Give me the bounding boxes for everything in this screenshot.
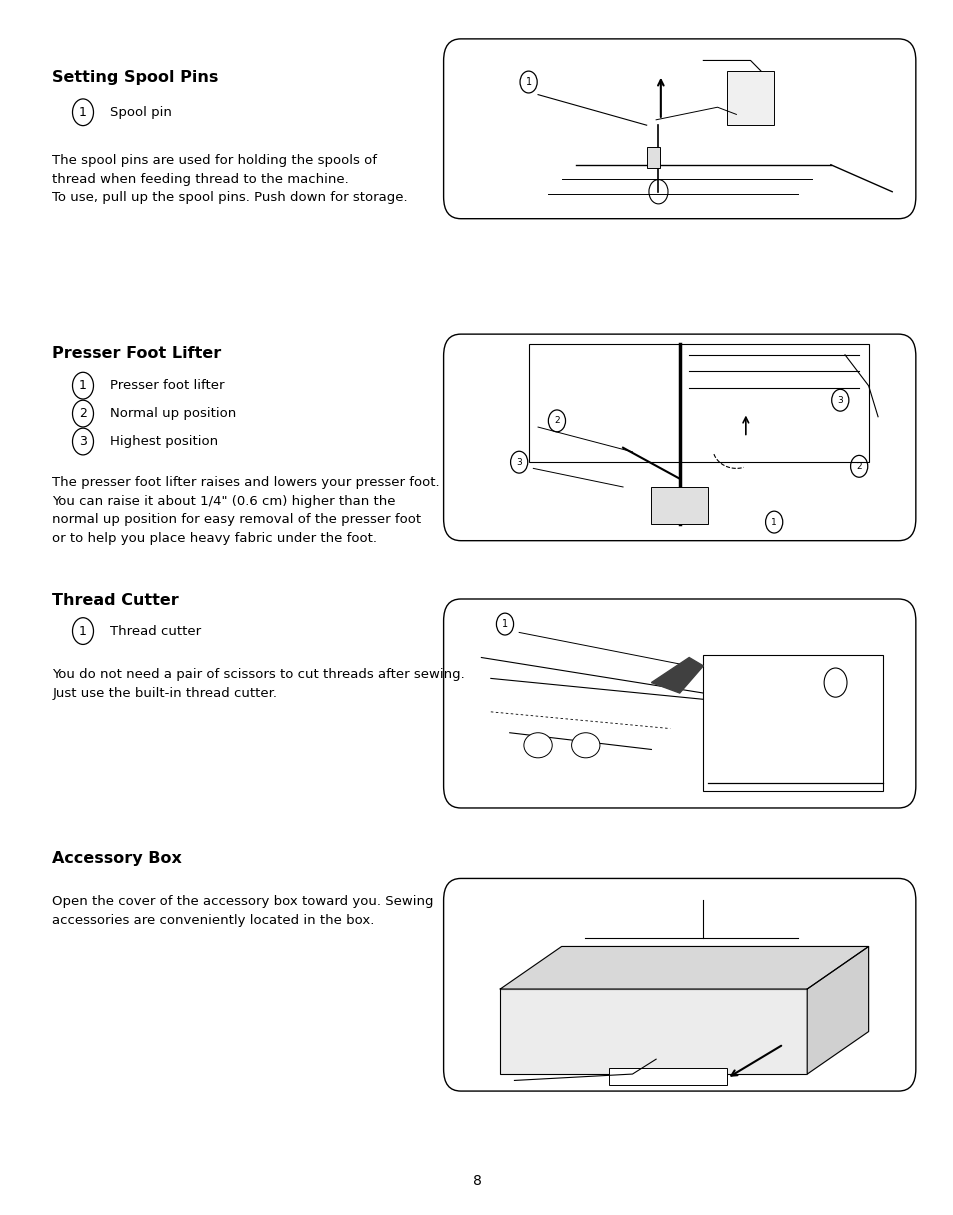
Text: Thread Cutter: Thread Cutter <box>52 593 179 608</box>
Text: 1: 1 <box>79 379 87 392</box>
Text: 3: 3 <box>516 458 521 467</box>
Ellipse shape <box>571 733 599 758</box>
Text: 1: 1 <box>501 620 508 629</box>
Bar <box>499 989 806 1074</box>
Text: Normal up position: Normal up position <box>110 407 235 420</box>
Bar <box>726 72 774 125</box>
Text: 1: 1 <box>770 518 777 526</box>
Bar <box>528 345 867 462</box>
Text: 1: 1 <box>79 106 87 119</box>
Text: The presser foot lifter raises and lowers your presser foot.
You can raise it ab: The presser foot lifter raises and lower… <box>52 476 439 544</box>
Bar <box>702 655 882 791</box>
Polygon shape <box>499 946 867 989</box>
Text: 3: 3 <box>79 435 87 448</box>
Text: Open the cover of the accessory box toward you. Sewing
accessories are convenien: Open the cover of the accessory box towa… <box>52 895 434 927</box>
Ellipse shape <box>523 733 552 758</box>
Polygon shape <box>651 657 702 693</box>
Text: Accessory Box: Accessory Box <box>52 850 182 865</box>
Polygon shape <box>806 946 867 1074</box>
Text: 2: 2 <box>554 417 559 425</box>
Text: The spool pins are used for holding the spools of
thread when feeding thread to : The spool pins are used for holding the … <box>52 154 408 204</box>
Text: Thread cutter: Thread cutter <box>110 625 201 638</box>
Text: 2: 2 <box>79 407 87 420</box>
Text: 1: 1 <box>79 625 87 638</box>
Bar <box>608 1068 726 1085</box>
FancyBboxPatch shape <box>443 599 915 808</box>
Text: You do not need a pair of scissors to cut threads after sewing.
Just use the bui: You do not need a pair of scissors to cu… <box>52 668 465 700</box>
FancyBboxPatch shape <box>443 39 915 219</box>
Text: 1: 1 <box>525 77 531 87</box>
Text: 8: 8 <box>472 1174 481 1188</box>
Text: Presser foot lifter: Presser foot lifter <box>110 379 224 392</box>
Text: 3: 3 <box>837 396 842 405</box>
FancyBboxPatch shape <box>443 334 915 541</box>
Text: Presser Foot Lifter: Presser Foot Lifter <box>52 346 221 361</box>
Bar <box>651 487 707 524</box>
Bar <box>646 147 659 169</box>
FancyBboxPatch shape <box>443 878 915 1091</box>
Text: 2: 2 <box>856 462 862 471</box>
Text: Setting Spool Pins: Setting Spool Pins <box>52 69 218 85</box>
Text: Highest position: Highest position <box>110 435 217 448</box>
Text: Spool pin: Spool pin <box>110 106 172 119</box>
